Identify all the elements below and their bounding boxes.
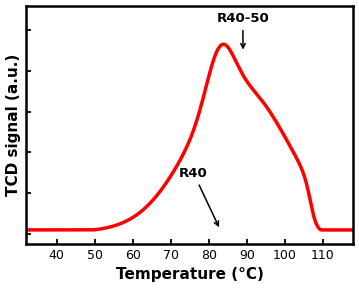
Text: R40: R40 <box>179 167 218 226</box>
Text: R40-50: R40-50 <box>216 12 269 48</box>
Y-axis label: TCD signal (a.u.): TCD signal (a.u.) <box>5 54 20 196</box>
X-axis label: Temperature (°C): Temperature (°C) <box>116 268 264 283</box>
